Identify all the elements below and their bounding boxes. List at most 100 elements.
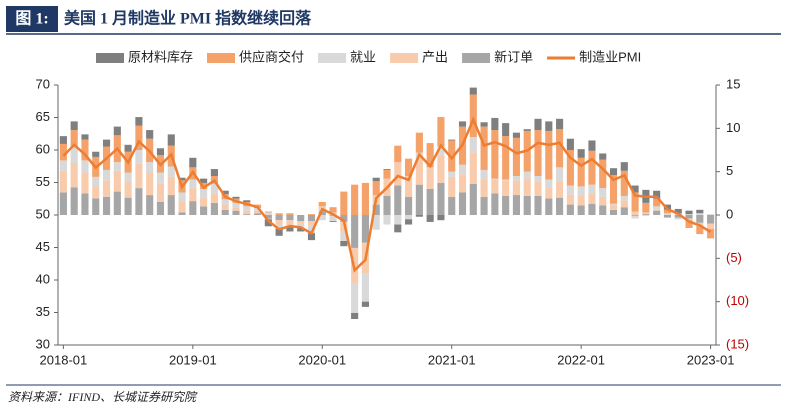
bar	[286, 215, 294, 221]
bar	[297, 228, 305, 232]
bar	[512, 137, 521, 176]
bar	[124, 172, 132, 183]
bar	[696, 213, 704, 215]
y-tick-label: 30	[36, 336, 50, 351]
bar	[81, 193, 89, 215]
x-tick-label: 2018-01	[40, 352, 88, 367]
bar	[135, 117, 143, 126]
bar	[566, 194, 574, 205]
figure-label: 图 1:	[15, 10, 48, 28]
bar	[458, 174, 467, 193]
bar	[92, 186, 100, 199]
bar	[297, 221, 305, 224]
bar	[685, 220, 693, 228]
bar	[707, 223, 715, 229]
bar	[383, 169, 391, 179]
y2-tick-label: 15	[726, 76, 740, 91]
bar	[502, 195, 510, 215]
bar	[523, 129, 531, 131]
bar	[361, 182, 369, 215]
source: 资料来源：IFIND、长城证券研究院	[8, 390, 198, 404]
bar	[469, 94, 477, 137]
bar	[696, 226, 704, 235]
bar	[491, 179, 499, 194]
bar	[534, 130, 542, 176]
bar	[523, 195, 531, 215]
bar	[307, 225, 316, 234]
bar	[394, 145, 402, 163]
bar	[588, 203, 596, 215]
bar	[577, 149, 585, 158]
bar	[394, 215, 402, 225]
bar	[92, 176, 100, 187]
bar	[663, 204, 672, 210]
bar	[210, 169, 218, 176]
bar	[502, 180, 510, 196]
bar	[210, 202, 218, 215]
bar	[599, 205, 607, 215]
bar	[124, 144, 132, 152]
bar	[81, 139, 89, 161]
bar	[631, 215, 639, 216]
bar	[146, 172, 154, 196]
bar	[275, 220, 283, 225]
bar	[221, 199, 229, 205]
bar	[264, 219, 272, 227]
bar	[70, 187, 78, 215]
bar	[556, 197, 564, 215]
bar	[351, 184, 359, 215]
bar	[448, 140, 456, 172]
chart-title: 美国 1 月制造业 PMI 指数继续回落	[64, 9, 312, 28]
bar	[405, 219, 413, 225]
bar	[577, 195, 585, 206]
bar	[135, 125, 143, 150]
bar	[674, 215, 682, 218]
bar	[394, 185, 402, 215]
bar	[102, 139, 111, 147]
bar	[394, 162, 402, 186]
bar	[178, 212, 186, 215]
bar	[448, 176, 456, 197]
bar	[566, 185, 574, 195]
bar	[458, 121, 467, 127]
bar	[405, 196, 413, 215]
bar	[577, 157, 585, 187]
bar	[685, 218, 693, 221]
bar	[167, 176, 175, 196]
bar	[178, 192, 186, 202]
bar	[189, 201, 197, 215]
bar	[696, 209, 704, 214]
bar	[448, 196, 456, 215]
bar	[318, 202, 326, 207]
bar	[405, 176, 413, 197]
y2-tick-label: (15)	[726, 336, 749, 351]
bar	[243, 214, 251, 215]
bar	[642, 212, 650, 215]
bar	[210, 183, 218, 194]
bar	[566, 138, 574, 150]
x-tick-label: 2023-01	[687, 352, 735, 367]
bar	[81, 172, 89, 194]
bar	[383, 215, 391, 225]
bar	[124, 197, 132, 215]
bar	[685, 214, 693, 215]
bar	[599, 188, 607, 197]
bar	[92, 151, 100, 157]
bar	[620, 200, 628, 208]
bar	[545, 179, 553, 189]
bar	[81, 134, 89, 140]
bar	[458, 164, 467, 175]
bar	[286, 213, 294, 215]
bar	[307, 215, 316, 222]
bar	[480, 169, 488, 180]
bar	[232, 207, 240, 211]
bar	[642, 215, 650, 216]
bar	[502, 123, 510, 137]
bar	[124, 182, 132, 198]
bar	[437, 146, 445, 156]
bar	[631, 185, 639, 193]
bar	[599, 153, 607, 160]
bar	[588, 140, 596, 151]
bar	[70, 121, 78, 131]
bar	[135, 150, 143, 164]
